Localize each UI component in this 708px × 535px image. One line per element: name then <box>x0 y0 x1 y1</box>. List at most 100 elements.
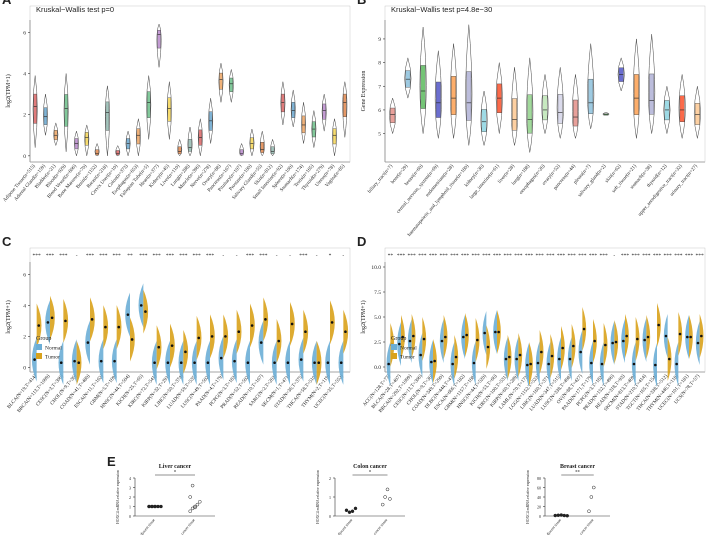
y-tick-label: 0 <box>539 514 541 519</box>
significance-label: *** <box>259 253 268 259</box>
data-point <box>592 485 596 490</box>
mean-point <box>117 325 121 329</box>
box <box>115 150 120 156</box>
significance-label: *** <box>472 253 481 259</box>
significance-label: *** <box>514 253 523 259</box>
mean-point <box>632 362 636 366</box>
legend-label: Tumor <box>45 355 60 361</box>
mean-point <box>465 333 468 337</box>
mean-point <box>593 339 596 343</box>
data-point <box>193 505 197 510</box>
y-axis-label: log2(TPM+1) <box>360 300 367 333</box>
significance-label: *** <box>664 253 673 259</box>
significance-label: *** <box>408 253 417 259</box>
box <box>219 72 223 90</box>
mean-point <box>166 361 170 365</box>
y-tick-label: 6 <box>378 108 381 114</box>
mean-point <box>483 331 486 335</box>
mean-point <box>246 361 250 365</box>
data-point <box>562 513 566 518</box>
y-tick-label: 6 <box>23 30 26 36</box>
mean-point <box>582 327 586 331</box>
box <box>43 107 48 125</box>
mean-point <box>590 361 593 365</box>
mean-point <box>657 323 660 327</box>
y-tick-label: 9 <box>378 37 381 43</box>
significance-label: *** <box>536 253 545 259</box>
mean-point <box>497 330 500 334</box>
y-tick-label: 2 <box>129 495 131 500</box>
mean-point <box>317 361 321 365</box>
mean-point <box>277 339 281 343</box>
y-tick-label: 80 <box>537 476 541 481</box>
legend-title: Group <box>391 336 406 342</box>
mean-point <box>444 335 447 339</box>
legend-swatch <box>391 353 397 359</box>
mean-point <box>636 337 639 341</box>
mean-point <box>299 358 303 361</box>
significance-label: *** <box>429 253 438 259</box>
mean-point <box>472 361 476 365</box>
mean-point <box>422 337 426 341</box>
significance-label: *** <box>193 253 202 259</box>
y-tick-label: 7 <box>378 84 381 90</box>
mean-point <box>77 361 81 365</box>
mean-point <box>504 357 508 361</box>
data-point <box>353 506 358 511</box>
significance-label: *** <box>685 253 694 259</box>
mean-point <box>153 361 156 365</box>
mean-point <box>440 339 444 343</box>
data-point <box>559 513 563 517</box>
data-point <box>383 495 387 499</box>
significance-label: *** <box>546 253 555 259</box>
data-point <box>344 508 349 513</box>
mean-point <box>547 362 550 366</box>
mean-point <box>219 356 223 360</box>
mean-point <box>579 350 582 354</box>
chart-title: Breast cancer <box>560 464 595 470</box>
significance-label: - <box>76 253 78 259</box>
box <box>260 142 265 153</box>
x-tick-label: adjacent tissue <box>336 518 354 535</box>
significance-label: *** <box>397 253 406 259</box>
significance-label: *** <box>179 253 188 259</box>
box <box>105 101 110 131</box>
significance-label: *** <box>568 253 577 259</box>
box <box>527 94 533 134</box>
y-tick-label: 0.0 <box>374 365 381 371</box>
significance-label: *** <box>113 253 122 259</box>
mean-point <box>104 325 107 329</box>
data-point <box>198 500 202 504</box>
mean-point <box>210 335 214 338</box>
mean-point <box>233 359 236 363</box>
box <box>167 97 172 122</box>
significance-label: *** <box>589 253 598 259</box>
mean-point <box>139 304 143 307</box>
y-tick-label: 0 <box>329 514 331 519</box>
box <box>33 93 37 124</box>
significance-label: ** <box>127 253 133 259</box>
mean-point <box>536 361 540 365</box>
mean-point <box>433 359 436 363</box>
mean-point <box>313 361 316 365</box>
mean-point <box>408 339 412 343</box>
box <box>95 149 99 156</box>
box <box>466 71 472 121</box>
significance-label: *** <box>504 253 513 259</box>
x-tick-label: biliary_tract(n=7) <box>367 164 394 195</box>
y-tick-label: 2.5 <box>374 340 381 346</box>
panel-label: B <box>357 0 366 7</box>
significance-label: - <box>236 253 238 259</box>
significance-label: *** <box>153 253 162 259</box>
data-point <box>150 504 154 509</box>
mean-point <box>518 353 522 357</box>
y-tick-label: 2 <box>329 476 331 481</box>
significance-label: - <box>316 253 318 259</box>
x-tick-label: adjacent tissue <box>138 518 156 535</box>
box <box>281 93 285 113</box>
mean-point <box>614 340 618 344</box>
box <box>177 146 182 155</box>
data-point <box>190 483 195 488</box>
y-tick-label: 6 <box>23 272 26 278</box>
